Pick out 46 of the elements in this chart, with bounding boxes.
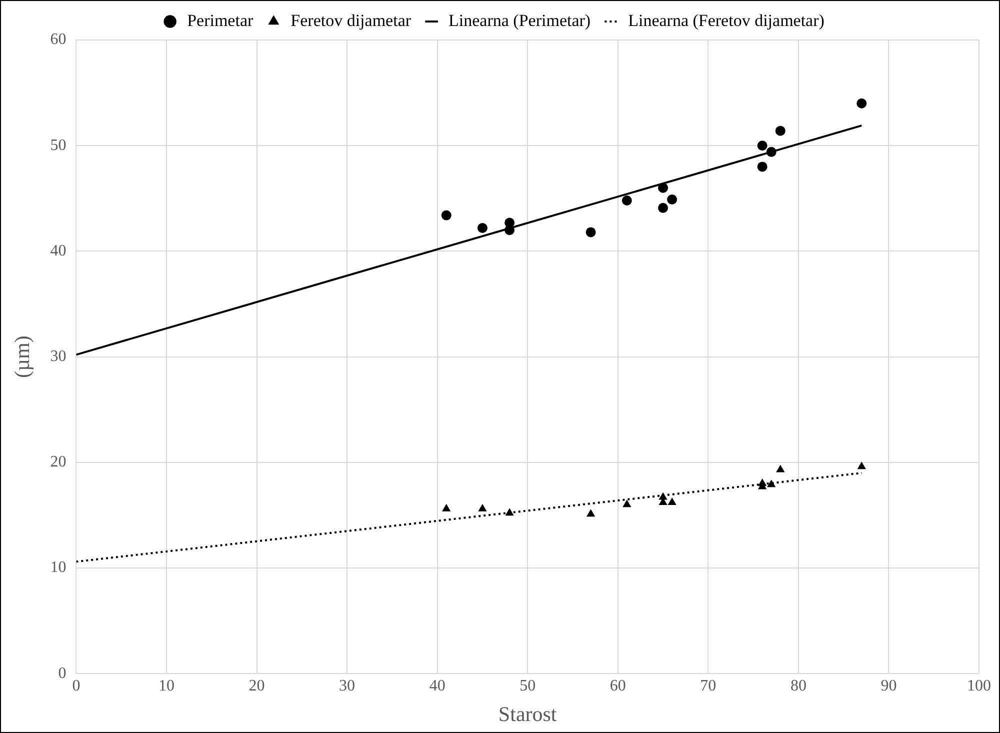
point bbox=[622, 500, 632, 508]
point bbox=[757, 140, 768, 151]
point bbox=[857, 462, 866, 470]
point bbox=[504, 225, 515, 236]
point bbox=[441, 210, 452, 220]
point bbox=[658, 182, 668, 193]
x-axis-title: Starost bbox=[498, 702, 557, 726]
x-tick-label: 60 bbox=[610, 677, 626, 694]
point bbox=[856, 98, 867, 108]
legend-label: Perimetar bbox=[187, 10, 254, 30]
x-tick-label: 30 bbox=[339, 677, 356, 694]
y-tick-label: 10 bbox=[50, 559, 66, 576]
y-tick-label: 30 bbox=[50, 348, 66, 366]
y-tick-label: 50 bbox=[50, 136, 66, 154]
y-tick-label: 20 bbox=[50, 454, 66, 471]
x-tick-label: 50 bbox=[520, 677, 536, 694]
y-tick-label: 60 bbox=[50, 31, 66, 48]
legend-label: Feretov dijametar bbox=[290, 10, 412, 30]
point bbox=[767, 480, 776, 488]
legend-label: Linearna (Perimetar) bbox=[448, 10, 591, 30]
point bbox=[586, 509, 596, 517]
point bbox=[586, 227, 596, 238]
point bbox=[622, 196, 632, 206]
x-tick-label: 40 bbox=[429, 677, 446, 694]
point bbox=[667, 194, 678, 204]
x-tick-label: 10 bbox=[158, 677, 174, 694]
point bbox=[442, 504, 451, 512]
x-tick-label: 100 bbox=[967, 677, 991, 694]
x-tick-label: 0 bbox=[72, 677, 80, 694]
point bbox=[478, 504, 487, 512]
legend-label: Linearna (Feretov dijametar) bbox=[628, 10, 824, 30]
point bbox=[668, 498, 676, 506]
point bbox=[477, 222, 488, 233]
point bbox=[757, 162, 768, 172]
point bbox=[775, 126, 786, 136]
point bbox=[658, 202, 668, 213]
y-tick-label: 40 bbox=[50, 242, 66, 260]
point bbox=[776, 464, 785, 472]
x-tick-label: 20 bbox=[248, 677, 265, 694]
point bbox=[505, 508, 514, 516]
x-tick-label: 70 bbox=[700, 677, 716, 694]
y-tick-label: 0 bbox=[58, 664, 66, 682]
x-tick-label: 80 bbox=[790, 677, 806, 694]
x-tick-label: 90 bbox=[880, 677, 897, 694]
point bbox=[766, 146, 776, 157]
y-axis-title: (µm) bbox=[10, 336, 34, 378]
